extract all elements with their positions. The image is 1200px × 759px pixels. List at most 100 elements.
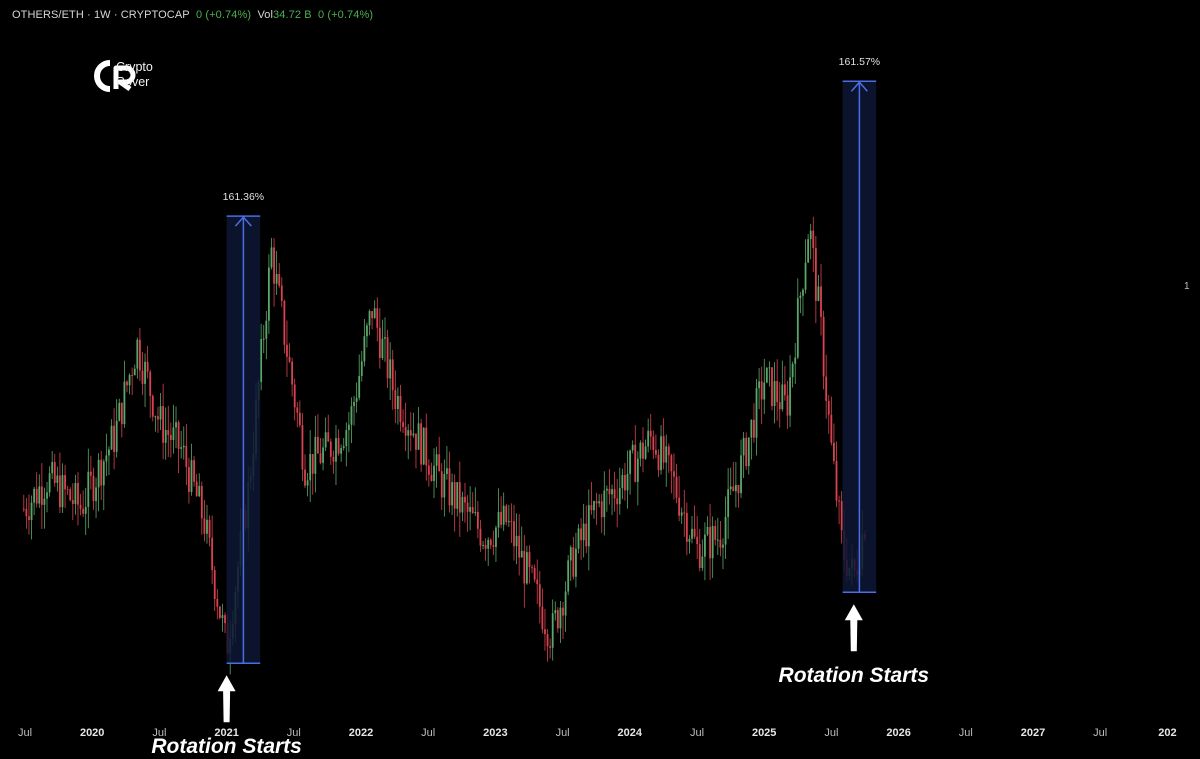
candle-body <box>188 467 190 492</box>
candle-body <box>655 449 657 455</box>
candle-body <box>649 430 652 437</box>
candle-body <box>758 381 760 389</box>
candle-body <box>376 308 379 328</box>
candle-body <box>734 484 737 492</box>
candle-body <box>799 295 802 299</box>
candle-body <box>562 607 564 616</box>
candle-body <box>835 461 838 501</box>
candle-body <box>665 446 668 463</box>
candle-body <box>827 400 830 415</box>
candle-body <box>221 615 224 618</box>
candle-body <box>427 465 430 475</box>
candle-body <box>673 471 675 477</box>
candle-body <box>402 422 404 428</box>
crypto-rover-logo-icon <box>94 60 136 92</box>
measure-arrowhead <box>234 216 252 227</box>
candle-body <box>154 416 157 418</box>
candle-body <box>714 525 717 540</box>
measure-percent-label: 161.57% <box>838 56 881 69</box>
candle-body <box>662 436 665 463</box>
candle-body <box>453 482 456 509</box>
candle-body <box>593 501 595 511</box>
candle-body <box>270 247 273 268</box>
time-tick-label: 2027 <box>1020 727 1046 739</box>
candle-body <box>180 447 183 449</box>
candle-body <box>71 500 74 504</box>
candle-body <box>446 468 448 474</box>
candle-body <box>373 308 376 319</box>
candle-body <box>415 433 417 450</box>
candle-body <box>412 433 415 436</box>
candle-body <box>399 395 402 423</box>
candle-body <box>340 448 343 454</box>
candle-body <box>647 430 650 447</box>
candle-body <box>195 481 198 497</box>
candle-body <box>549 646 552 648</box>
candle-body <box>425 427 428 466</box>
candle-body <box>293 384 296 408</box>
candle-body <box>381 338 384 359</box>
candle-body <box>273 247 275 284</box>
candle-body <box>128 374 131 386</box>
candle-body <box>580 528 582 541</box>
measure-layer <box>226 80 877 664</box>
candle-body <box>157 416 159 420</box>
candle-body <box>760 381 763 400</box>
candle-body <box>35 488 38 504</box>
candle-body <box>644 446 647 459</box>
up-arrow-icon <box>217 675 236 723</box>
candle-body <box>618 488 621 505</box>
candle-body <box>203 518 206 534</box>
candle-body <box>368 311 371 326</box>
candle-body <box>133 368 136 376</box>
candle-body <box>66 489 69 491</box>
candle-body <box>657 454 660 471</box>
candle-body <box>740 455 742 494</box>
candle-body <box>438 454 441 472</box>
candle-body <box>471 507 474 513</box>
candle-body <box>737 484 740 494</box>
candle-body <box>146 361 149 372</box>
time-tick-label: Jul <box>824 727 839 739</box>
candle-body <box>337 438 340 454</box>
candle-body <box>102 461 105 486</box>
change-value: 0 (+0.74%) <box>196 9 252 21</box>
candle-body <box>100 459 103 486</box>
measure-arrowhead <box>850 81 868 92</box>
candle-body <box>115 420 118 452</box>
candle-body <box>389 359 392 379</box>
candle-body <box>278 274 281 286</box>
time-tick-label: 2020 <box>79 727 105 739</box>
candle-body <box>541 606 544 630</box>
candle-body <box>335 438 337 462</box>
time-tick-label: Jul <box>1093 727 1108 739</box>
candle-body <box>422 427 425 465</box>
time-tick-label: 2024 <box>617 727 643 739</box>
candle-body <box>510 521 513 523</box>
candle-body <box>409 430 412 436</box>
candle-body <box>693 528 696 537</box>
candle-body <box>56 475 59 483</box>
candle-body <box>280 285 283 301</box>
candle-body <box>691 528 693 539</box>
candle-body <box>724 516 727 545</box>
candle-body <box>784 384 786 396</box>
candle-body <box>218 606 221 618</box>
time-tick-label: Jul <box>421 727 436 739</box>
candle-body <box>342 446 345 449</box>
candle-body <box>745 437 748 467</box>
candle-body <box>600 501 603 518</box>
candle-body <box>275 274 278 284</box>
candle-body <box>781 384 784 410</box>
candle-body <box>804 262 807 290</box>
candle-body <box>487 539 490 549</box>
candle-body <box>698 544 701 569</box>
candle-body <box>474 511 477 513</box>
candle-body <box>464 496 466 503</box>
candle-body <box>265 320 268 339</box>
candle-body <box>497 511 500 528</box>
candle-body <box>126 381 128 386</box>
candle-body <box>167 429 170 435</box>
candle-body <box>567 560 570 592</box>
candle-body <box>84 506 87 514</box>
